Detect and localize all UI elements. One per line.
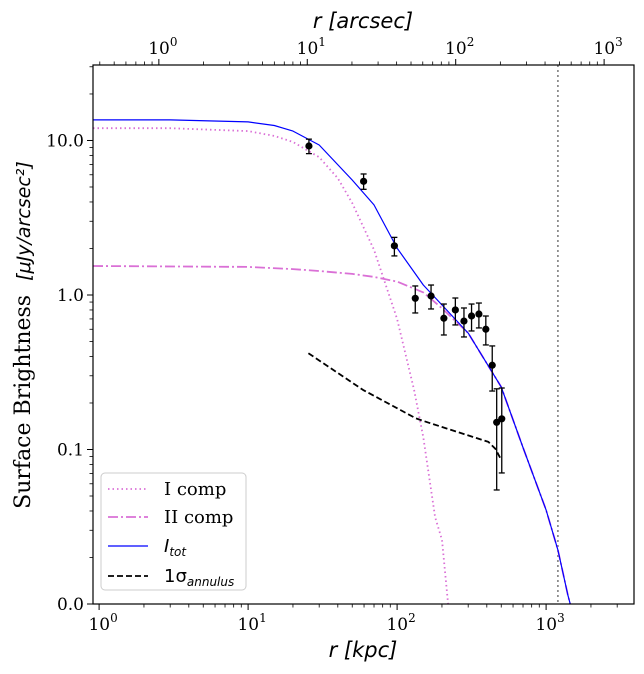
data-point [411, 285, 419, 314]
i-comp-curve [93, 127, 449, 604]
plot-frame [92, 64, 635, 605]
x-top-tick-label: 100 [148, 35, 177, 59]
data-point [427, 284, 435, 310]
plot-area [93, 65, 572, 604]
data-marker [467, 312, 476, 320]
y-tick-label: 1.0 [57, 286, 84, 306]
legend-label-itot: Itot [164, 536, 187, 559]
axis-ticks: 100 101 102 103 100 101 102 103 10.0 1.0 0.1 0.0 [46, 35, 623, 635]
data-marker [440, 314, 448, 322]
data-marker [305, 142, 313, 150]
data-marker [475, 310, 483, 318]
x-axis-top-label: r [arcsec] [313, 9, 413, 33]
data-point [482, 315, 490, 346]
data-point [488, 345, 496, 392]
data-marker [460, 317, 468, 325]
legend-label-ii-comp: II comp [164, 507, 233, 528]
data-marker [360, 177, 368, 185]
data-marker [498, 415, 506, 423]
data-point [467, 303, 476, 332]
x-tick-label: 100 [88, 611, 117, 635]
data-point [475, 302, 483, 329]
y-tick-label: 0.0 [57, 595, 84, 615]
itot-curve [93, 119, 571, 604]
sigma-annulus-curve [307, 352, 502, 459]
x-tick-label: 101 [237, 611, 266, 635]
data-marker [482, 325, 490, 333]
y-tick-label: 0.1 [57, 440, 84, 460]
data-marker [493, 418, 501, 426]
data-marker [488, 361, 496, 369]
data-point [451, 297, 459, 326]
data-point [498, 387, 506, 474]
data-marker [451, 306, 459, 314]
data-point [493, 388, 501, 491]
x-top-tick-label: 103 [593, 35, 622, 59]
y-axis-label: Surface Brightness[μJy/arcsec²] [11, 161, 36, 509]
x-axis-label: r [kpc] [329, 638, 398, 662]
data-point [305, 138, 313, 155]
legend-label-sigma-annulus: 1σannulus [164, 566, 234, 589]
x-tick-label: 102 [386, 611, 415, 635]
data-marker [390, 242, 398, 250]
x-tick-label: 103 [535, 611, 564, 635]
data-point [440, 303, 448, 336]
legend-label-i-comp: I comp [164, 479, 226, 500]
legend-box [100, 472, 247, 591]
data-point [360, 173, 368, 190]
data-point [460, 307, 468, 338]
x-top-tick-label: 101 [297, 35, 326, 59]
y-tick-label: 10.0 [46, 131, 84, 151]
legend: I comp II comp Itot 1σannulus [100, 472, 247, 591]
x-top-tick-label: 102 [445, 35, 474, 59]
data-point [390, 236, 398, 257]
data-marker [427, 292, 435, 300]
data-marker [411, 294, 419, 302]
